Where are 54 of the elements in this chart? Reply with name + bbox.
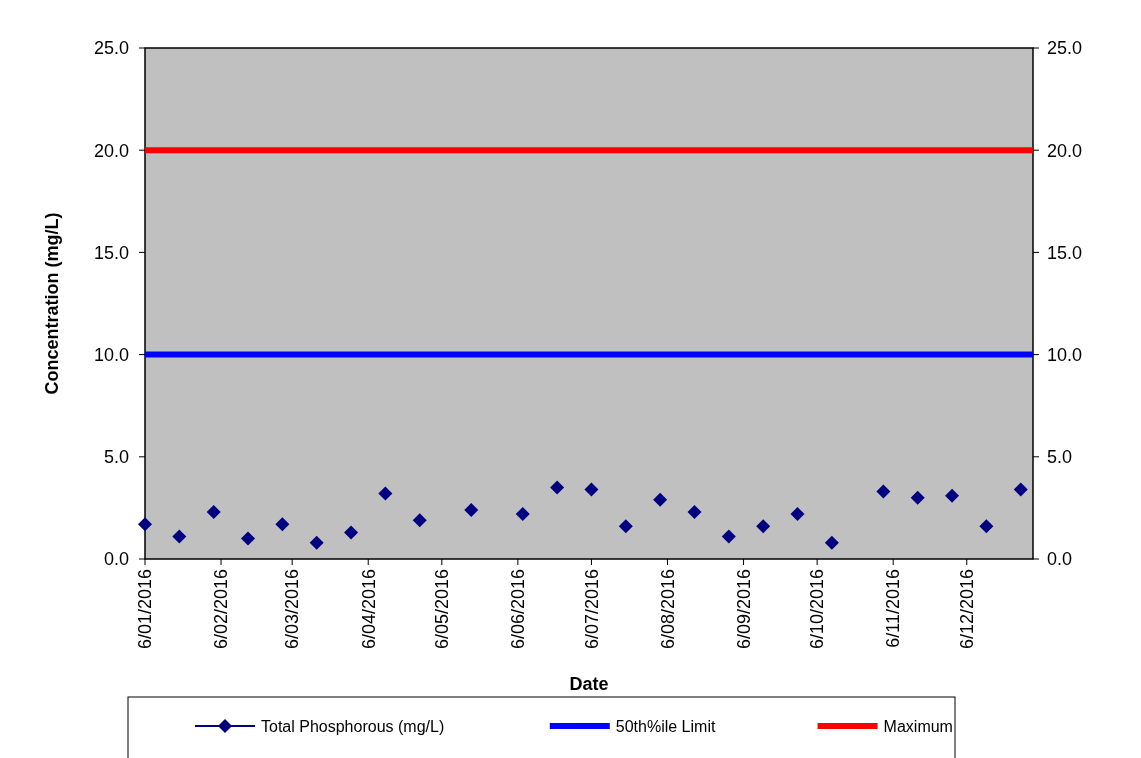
y-tick-label: 0.0 [103,549,129,570]
point [172,529,187,544]
x-tick-label: 6/10/2016 [807,569,828,650]
x-tick-label: 6/01/2016 [135,569,156,650]
point [876,484,891,499]
x-tick-label: 6/07/2016 [581,569,602,650]
point [378,486,393,501]
point [138,517,152,532]
x-tick-label: 6/09/2016 [733,569,754,650]
legend-label: Maximum [883,717,953,735]
point [1013,482,1028,497]
y2-tick-label: 20.0 [1047,140,1083,161]
point [910,490,925,505]
y2-tick-label: 15.0 [1047,242,1083,263]
point [275,517,290,532]
y-tick-label: 10.0 [93,344,129,365]
legend-label: 50th%ile Limit [615,717,716,735]
x-tick-label: 6/11/2016 [883,569,904,648]
point [653,492,668,507]
point [584,482,599,497]
point [464,502,479,517]
y2-tick-label: 25.0 [1047,38,1083,59]
point [241,531,256,546]
point [790,507,805,522]
x-tick-label: 6/05/2016 [432,569,453,650]
x-tick-label: 6/08/2016 [657,569,678,650]
point [206,504,221,519]
point [309,535,324,550]
x-tick-label: 6/04/2016 [358,569,379,650]
point [344,525,359,540]
y2-tick-label: 0.0 [1047,549,1073,570]
y-tick-label: 25.0 [93,38,129,59]
point [945,488,960,503]
legend-label: Total Phosphorous (mg/L) [261,717,445,735]
point [979,519,994,534]
y2-tick-label: 10.0 [1047,344,1083,365]
point [550,480,565,495]
point [721,529,736,544]
x-axis-title: Date [569,674,609,694]
point [687,504,702,519]
x-tick-label: 6/06/2016 [508,569,529,650]
y-tick-label: 5.0 [103,447,129,468]
y2-tick-label: 5.0 [1047,447,1073,468]
y-tick-label: 20.0 [93,140,129,161]
x-tick-label: 6/02/2016 [211,569,232,650]
x-tick-label: 6/12/2016 [957,569,978,650]
y-tick-label: 15.0 [93,242,129,263]
point [756,519,771,534]
point [412,513,427,528]
point [824,535,839,550]
point [515,507,530,522]
y-axis-title: Concentration (mg/L) [42,212,62,395]
point [618,519,633,534]
x-tick-label: 6/03/2016 [282,569,303,650]
